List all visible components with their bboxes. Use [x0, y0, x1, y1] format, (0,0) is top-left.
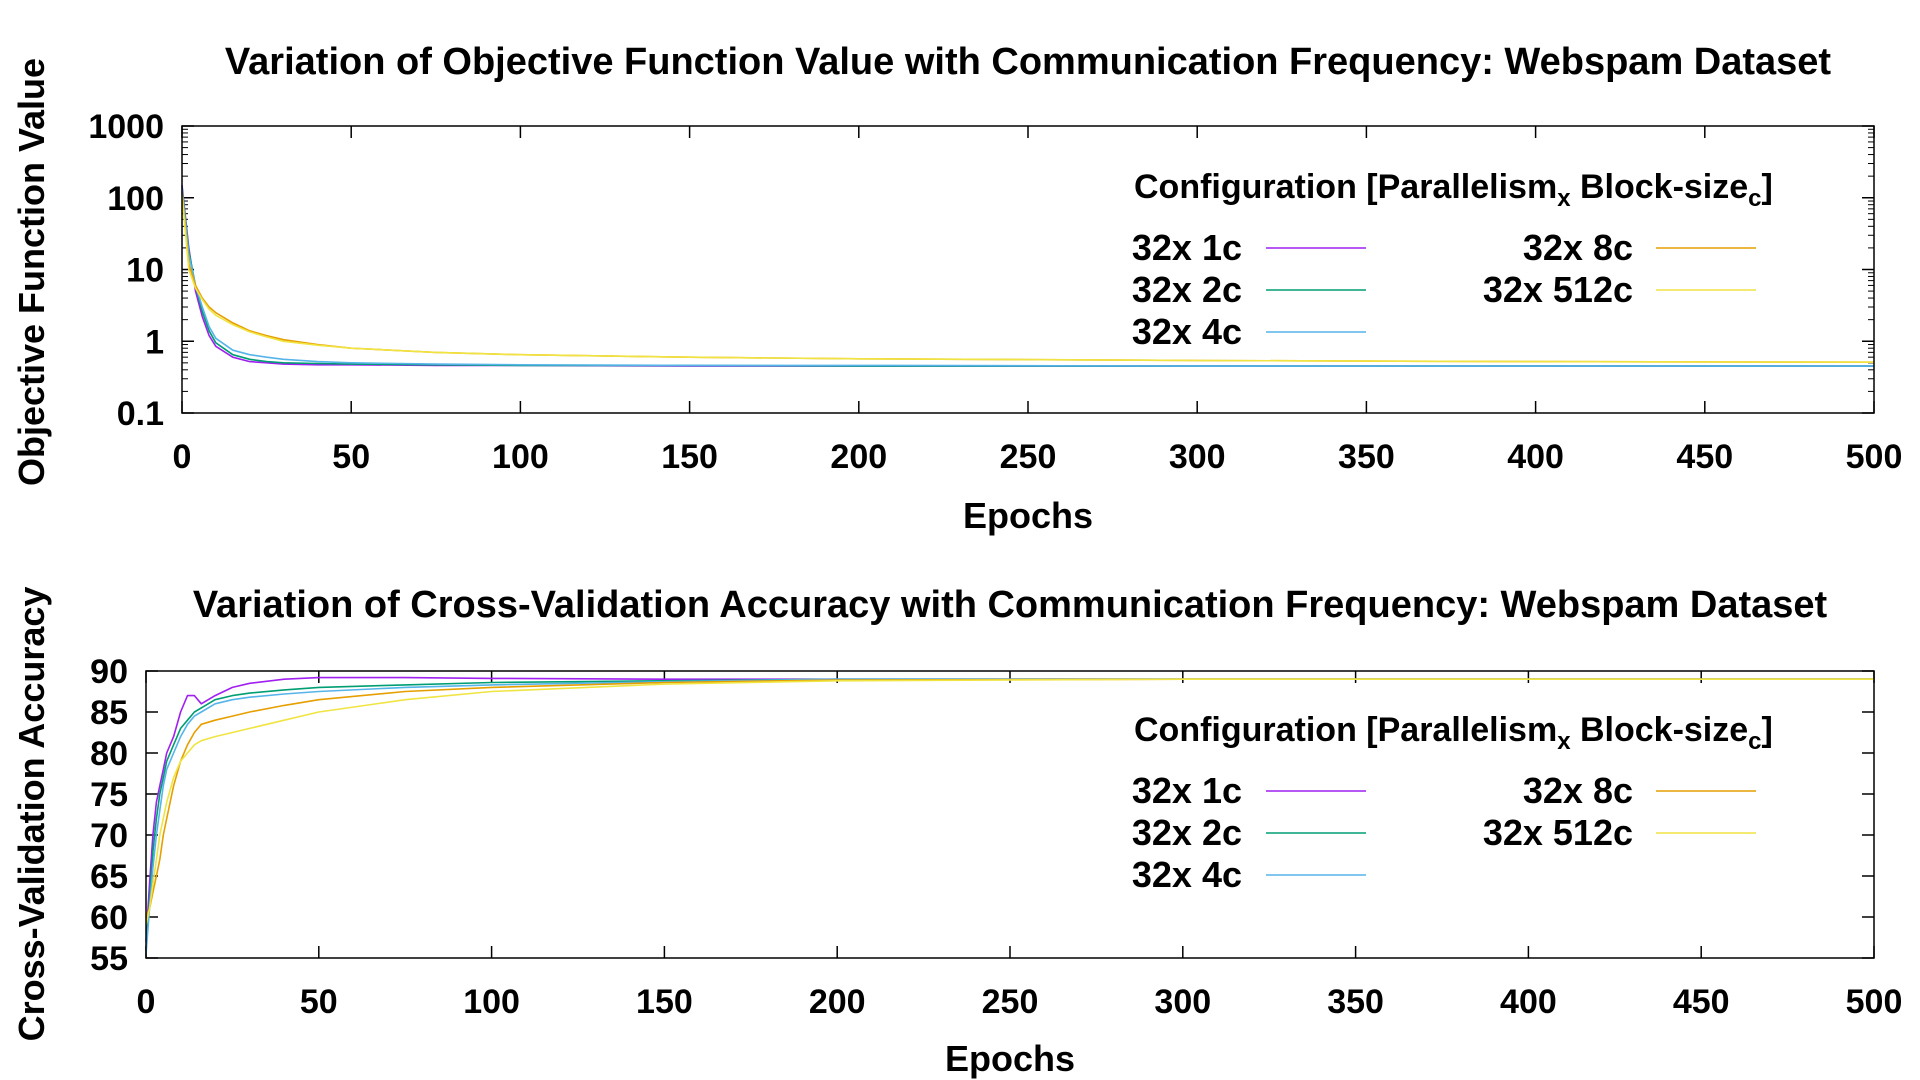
x-tick-label: 300	[1154, 983, 1211, 1021]
y-axis-label: Objective Function Value	[11, 58, 52, 486]
x-tick-label: 450	[1676, 438, 1733, 476]
x-tick-label: 0	[137, 983, 156, 1021]
legend-label: 32x 1c	[1132, 227, 1242, 268]
chart-title: Variation of Cross-Validation Accuracy w…	[193, 584, 1828, 626]
axis-ticks: 0 50 100 150 200 250 300 350 400 450 500 0.1 1 10 100 1…	[88, 108, 1902, 476]
x-tick-label: 400	[1507, 438, 1564, 476]
legend-label: 32x 8c	[1523, 770, 1633, 811]
y-axis-label: Cross-Validation Accuracy	[11, 587, 52, 1042]
x-tick-label: 150	[636, 983, 693, 1021]
y-tick-label: 60	[90, 899, 128, 937]
plot-lines	[145, 676, 1874, 954]
legend-label: 32x 4c	[1132, 854, 1242, 895]
legend-title: Configuration [Parallelismx Block-sizec]	[1134, 168, 1773, 212]
series-line-32x-512c	[145, 678, 1874, 926]
axis-ticks: 0 50 100 150 200 250 300 350 400 450 500 5560657075…	[90, 653, 1902, 1021]
series-line-32x-1c	[145, 676, 1874, 942]
x-tick-label: 400	[1500, 983, 1557, 1021]
y-tick-label: 75	[90, 776, 128, 814]
x-tick-label: 100	[492, 438, 549, 476]
x-tick-label: 450	[1673, 983, 1730, 1021]
legend: Configuration [Parallelismx Block-sizec]…	[1132, 711, 1773, 895]
y-tick-label: 65	[90, 858, 128, 896]
x-tick-label: 50	[300, 983, 338, 1021]
y-tick-label: 85	[90, 694, 128, 732]
objective-function-chart: Variation of Objective Function Value wi…	[11, 41, 1902, 536]
legend-label: 32x 512c	[1483, 812, 1633, 853]
chart-title: Variation of Objective Function Value wi…	[225, 41, 1831, 83]
x-tick-label: 200	[809, 983, 866, 1021]
legend-label: 32x 512c	[1483, 269, 1633, 310]
x-tick-label: 150	[661, 438, 718, 476]
x-tick-label: 250	[982, 983, 1039, 1021]
plot-frame	[181, 125, 1875, 414]
x-axis-label: Epochs	[963, 495, 1093, 536]
x-tick-label: 350	[1338, 438, 1395, 476]
x-tick-label: 200	[830, 438, 887, 476]
cross-validation-chart: Variation of Cross-Validation Accuracy w…	[11, 584, 1902, 1079]
series-line-32x-4c	[181, 189, 1874, 367]
x-tick-label: 300	[1169, 438, 1226, 476]
y-tick-label: 70	[90, 817, 128, 855]
legend-label: 32x 2c	[1132, 812, 1242, 853]
y-tick-label: 1000	[88, 108, 164, 146]
x-tick-label: 350	[1327, 983, 1384, 1021]
plot-frame	[145, 670, 1875, 959]
series-line-32x-512c	[181, 194, 1875, 364]
x-axis-label: Epochs	[945, 1038, 1075, 1079]
y-tick-label: 1	[145, 323, 164, 361]
y-tick-label: 0.1	[117, 395, 164, 433]
legend-title: Configuration [Parallelismx Block-sizec]	[1134, 711, 1773, 755]
y-tick-label: 100	[107, 180, 164, 218]
y-tick-label: 90	[90, 653, 128, 691]
y-tick-label: 10	[126, 252, 164, 290]
x-tick-label: 50	[332, 438, 370, 476]
legend: Configuration [Parallelismx Block-sizec]…	[1132, 168, 1773, 352]
y-tick-label: 80	[90, 735, 128, 773]
x-tick-label: 250	[1000, 438, 1057, 476]
plot-lines	[181, 185, 1875, 367]
legend-label: 32x 2c	[1132, 269, 1242, 310]
x-tick-label: 100	[463, 983, 520, 1021]
series-line-32x-8c	[145, 678, 1874, 918]
y-tick-label: 55	[90, 940, 128, 978]
x-tick-label: 500	[1846, 438, 1903, 476]
legend-label: 32x 8c	[1523, 227, 1633, 268]
x-tick-label: 0	[173, 438, 192, 476]
legend-label: 32x 1c	[1132, 770, 1242, 811]
x-tick-label: 500	[1846, 983, 1903, 1021]
legend-label: 32x 4c	[1132, 311, 1242, 352]
